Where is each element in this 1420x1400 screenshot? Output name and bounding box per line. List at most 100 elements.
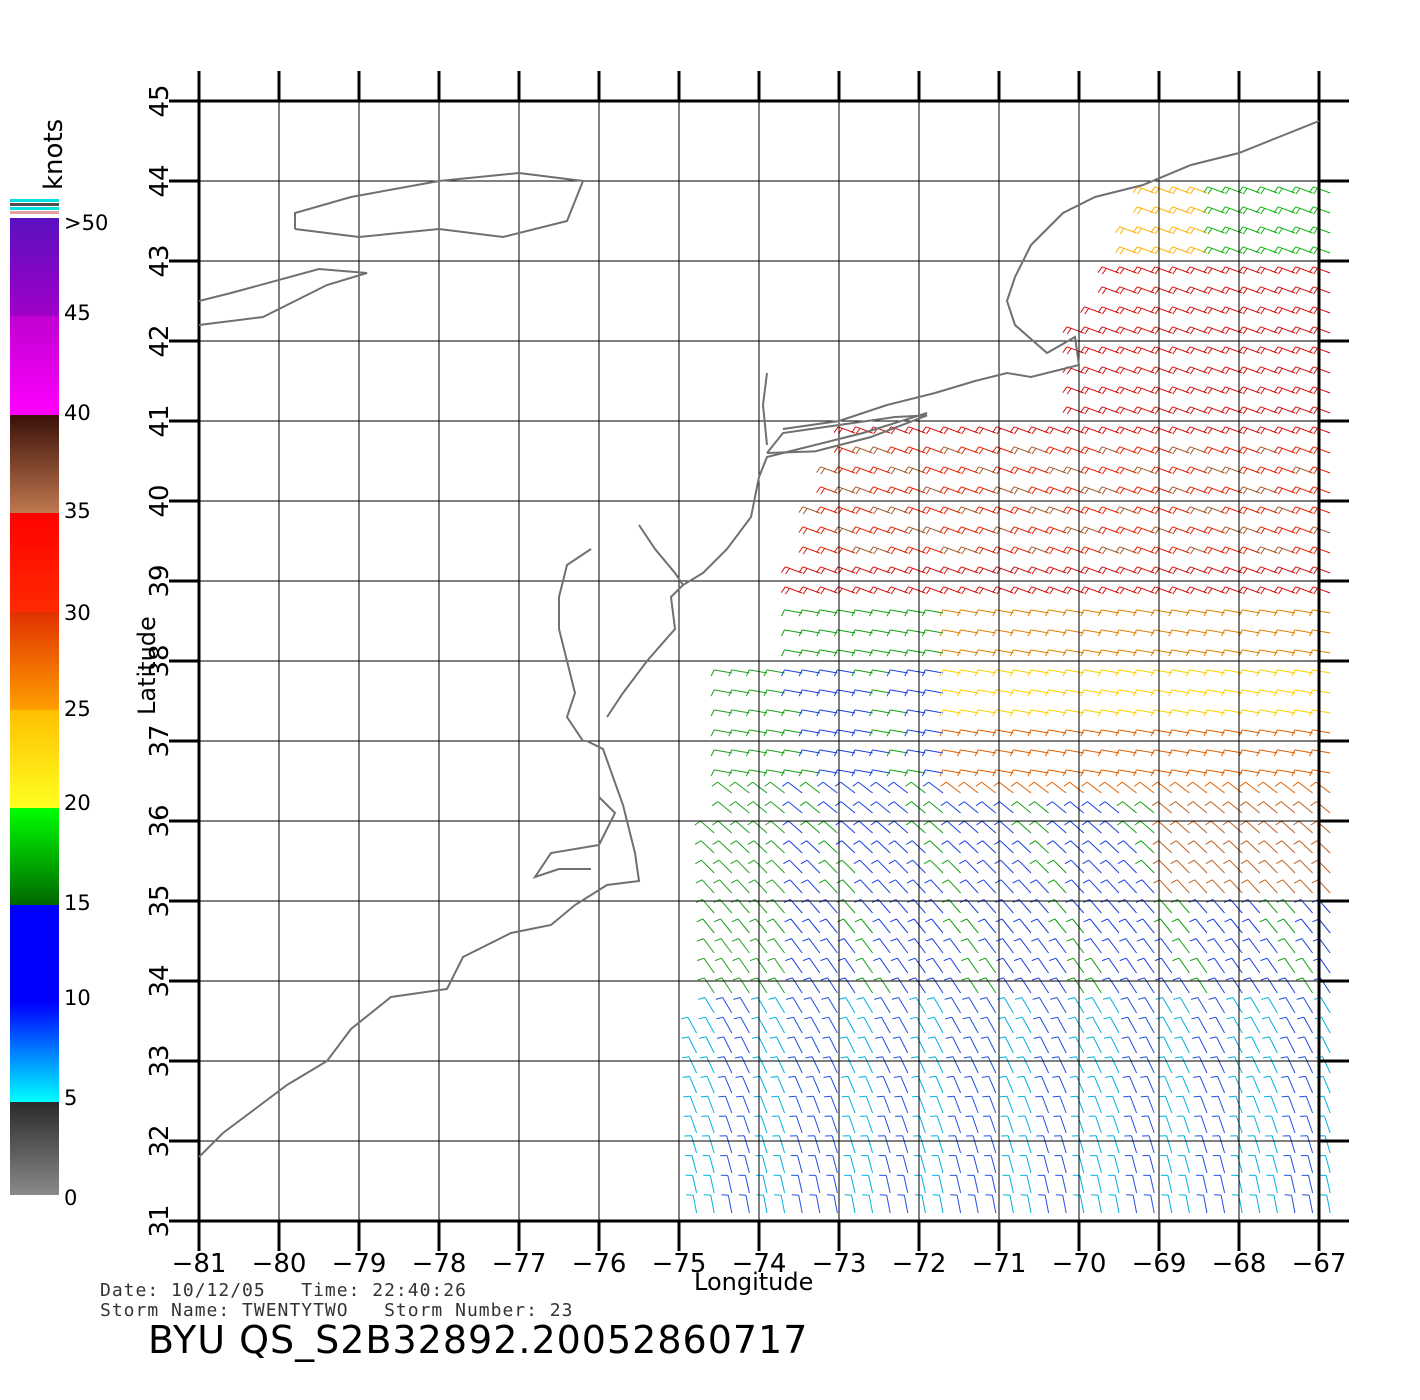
wind-barb: [978, 689, 996, 694]
wind-barb-feather: [1221, 609, 1225, 617]
wind-barb-feather: [1207, 288, 1213, 295]
wind-barb-feather: [942, 918, 950, 923]
wind-barb: [956, 1195, 962, 1214]
wind-barb-feather: [1256, 506, 1261, 513]
wind-barb-feather: [1066, 588, 1072, 595]
wind-barb-feather: [1009, 466, 1015, 473]
wind-barb-feather: [1220, 466, 1226, 473]
wind-barb: [960, 769, 979, 774]
wind-barb-feather: [921, 566, 927, 573]
wind-barb: [1267, 977, 1278, 994]
wind-barb-feather: [1277, 957, 1285, 962]
wind-barb: [1154, 669, 1172, 674]
wind-barb: [1042, 1135, 1050, 1154]
wind-barb-feather: [961, 428, 966, 435]
wind-barb-feather: [910, 1056, 918, 1059]
wind-barb: [702, 899, 715, 914]
wind-barb-feather: [1226, 1016, 1234, 1020]
wind-barb: [1259, 609, 1278, 614]
wind-barb: [1154, 629, 1172, 634]
wind-barb: [1022, 1056, 1032, 1074]
wind-barb: [945, 781, 961, 794]
wind-barb: [1171, 609, 1190, 614]
wind-barb-feather: [1172, 228, 1178, 235]
wind-barb-feather: [818, 840, 825, 845]
wind-barb: [1108, 957, 1120, 974]
wind-barb: [1210, 801, 1225, 814]
wind-barb: [731, 729, 750, 734]
wind-barb-feather: [728, 769, 733, 777]
wind-barb-feather: [897, 1194, 905, 1196]
wind-barb-feather: [1119, 268, 1125, 275]
wind-barb-feather: [1257, 801, 1264, 807]
wind-barb: [1242, 669, 1260, 674]
wind-barb-feather: [887, 781, 894, 787]
wind-barb: [1232, 997, 1243, 1014]
wind-barb: [1079, 1175, 1085, 1194]
wind-barb-feather: [892, 1016, 900, 1020]
wind-barb: [802, 629, 820, 634]
wind-barb-feather: [1242, 348, 1248, 355]
wind-barb-feather: [1172, 448, 1178, 455]
wind-barb-feather: [816, 649, 821, 657]
wind-barb-feather: [1172, 977, 1180, 981]
wind-barb: [840, 801, 856, 814]
wind-barb: [907, 629, 926, 634]
wind-barb-feather: [1126, 1194, 1134, 1196]
wind-barb-feather: [1258, 859, 1265, 865]
wind-barb: [919, 1135, 926, 1154]
wind-barb-feather: [855, 468, 861, 475]
wind-barb-feather: [1277, 188, 1283, 195]
wind-barb: [884, 1135, 891, 1154]
wind-barb: [811, 1036, 821, 1054]
wind-barb: [772, 918, 785, 934]
wind-barb-feather: [1168, 306, 1173, 313]
wind-barb-feather: [921, 526, 927, 533]
wind-barb: [1036, 879, 1049, 894]
wind-barb-feather: [1080, 689, 1085, 697]
wind-barb: [1105, 840, 1120, 854]
wind-barb-feather: [875, 1056, 883, 1059]
lon-tick-label: −81: [172, 1249, 227, 1279]
wind-barb-feather: [1280, 1056, 1288, 1059]
wind-barb-feather: [939, 466, 945, 473]
wind-barb-feather: [696, 918, 704, 923]
wind-barb: [1003, 997, 1014, 1014]
wind-barb-feather: [886, 729, 891, 737]
wind-barb-feather: [963, 1036, 971, 1039]
wind-barb: [1096, 1155, 1102, 1174]
wind-barb-feather: [997, 997, 1005, 1000]
wind-barb-feather: [1156, 1036, 1164, 1039]
wind-barb-feather: [1273, 586, 1279, 593]
wind-barb-feather: [1274, 781, 1282, 787]
wind-barb-feather: [1134, 801, 1141, 807]
wind-barb-feather: [1185, 226, 1191, 233]
wind-barb: [885, 1175, 891, 1194]
wind-barb: [1286, 1036, 1296, 1054]
wind-barb-feather: [1238, 506, 1244, 513]
wind-barb: [1313, 466, 1331, 474]
wind-barb-feather: [852, 801, 859, 807]
wind-barb: [1154, 769, 1172, 774]
wind-barb: [1171, 749, 1190, 754]
wind-barb: [1251, 1036, 1261, 1054]
wind-barb-feather: [798, 669, 803, 677]
wind-barb-feather: [1222, 840, 1230, 845]
wind-barb: [1002, 957, 1014, 974]
wind-barb-feather: [1256, 609, 1261, 617]
wind-barb-feather: [1115, 326, 1121, 333]
wind-barb: [952, 1056, 962, 1074]
wind-barb: [1166, 1135, 1173, 1154]
wind-barb-feather: [1133, 649, 1137, 657]
wind-barb-feather: [939, 629, 944, 637]
wind-barb-feather: [749, 938, 757, 942]
wind-barb-feather: [1189, 468, 1195, 475]
wind-barb-feather: [1068, 1036, 1076, 1039]
wind-barb: [868, 1175, 874, 1194]
wind-barb-feather: [1062, 426, 1068, 433]
wind-barb-feather: [1293, 879, 1301, 884]
wind-barb-feather: [1203, 566, 1209, 573]
wind-barb: [1090, 938, 1102, 954]
wind-barb: [726, 1135, 733, 1154]
wind-barb-feather: [1203, 366, 1209, 373]
